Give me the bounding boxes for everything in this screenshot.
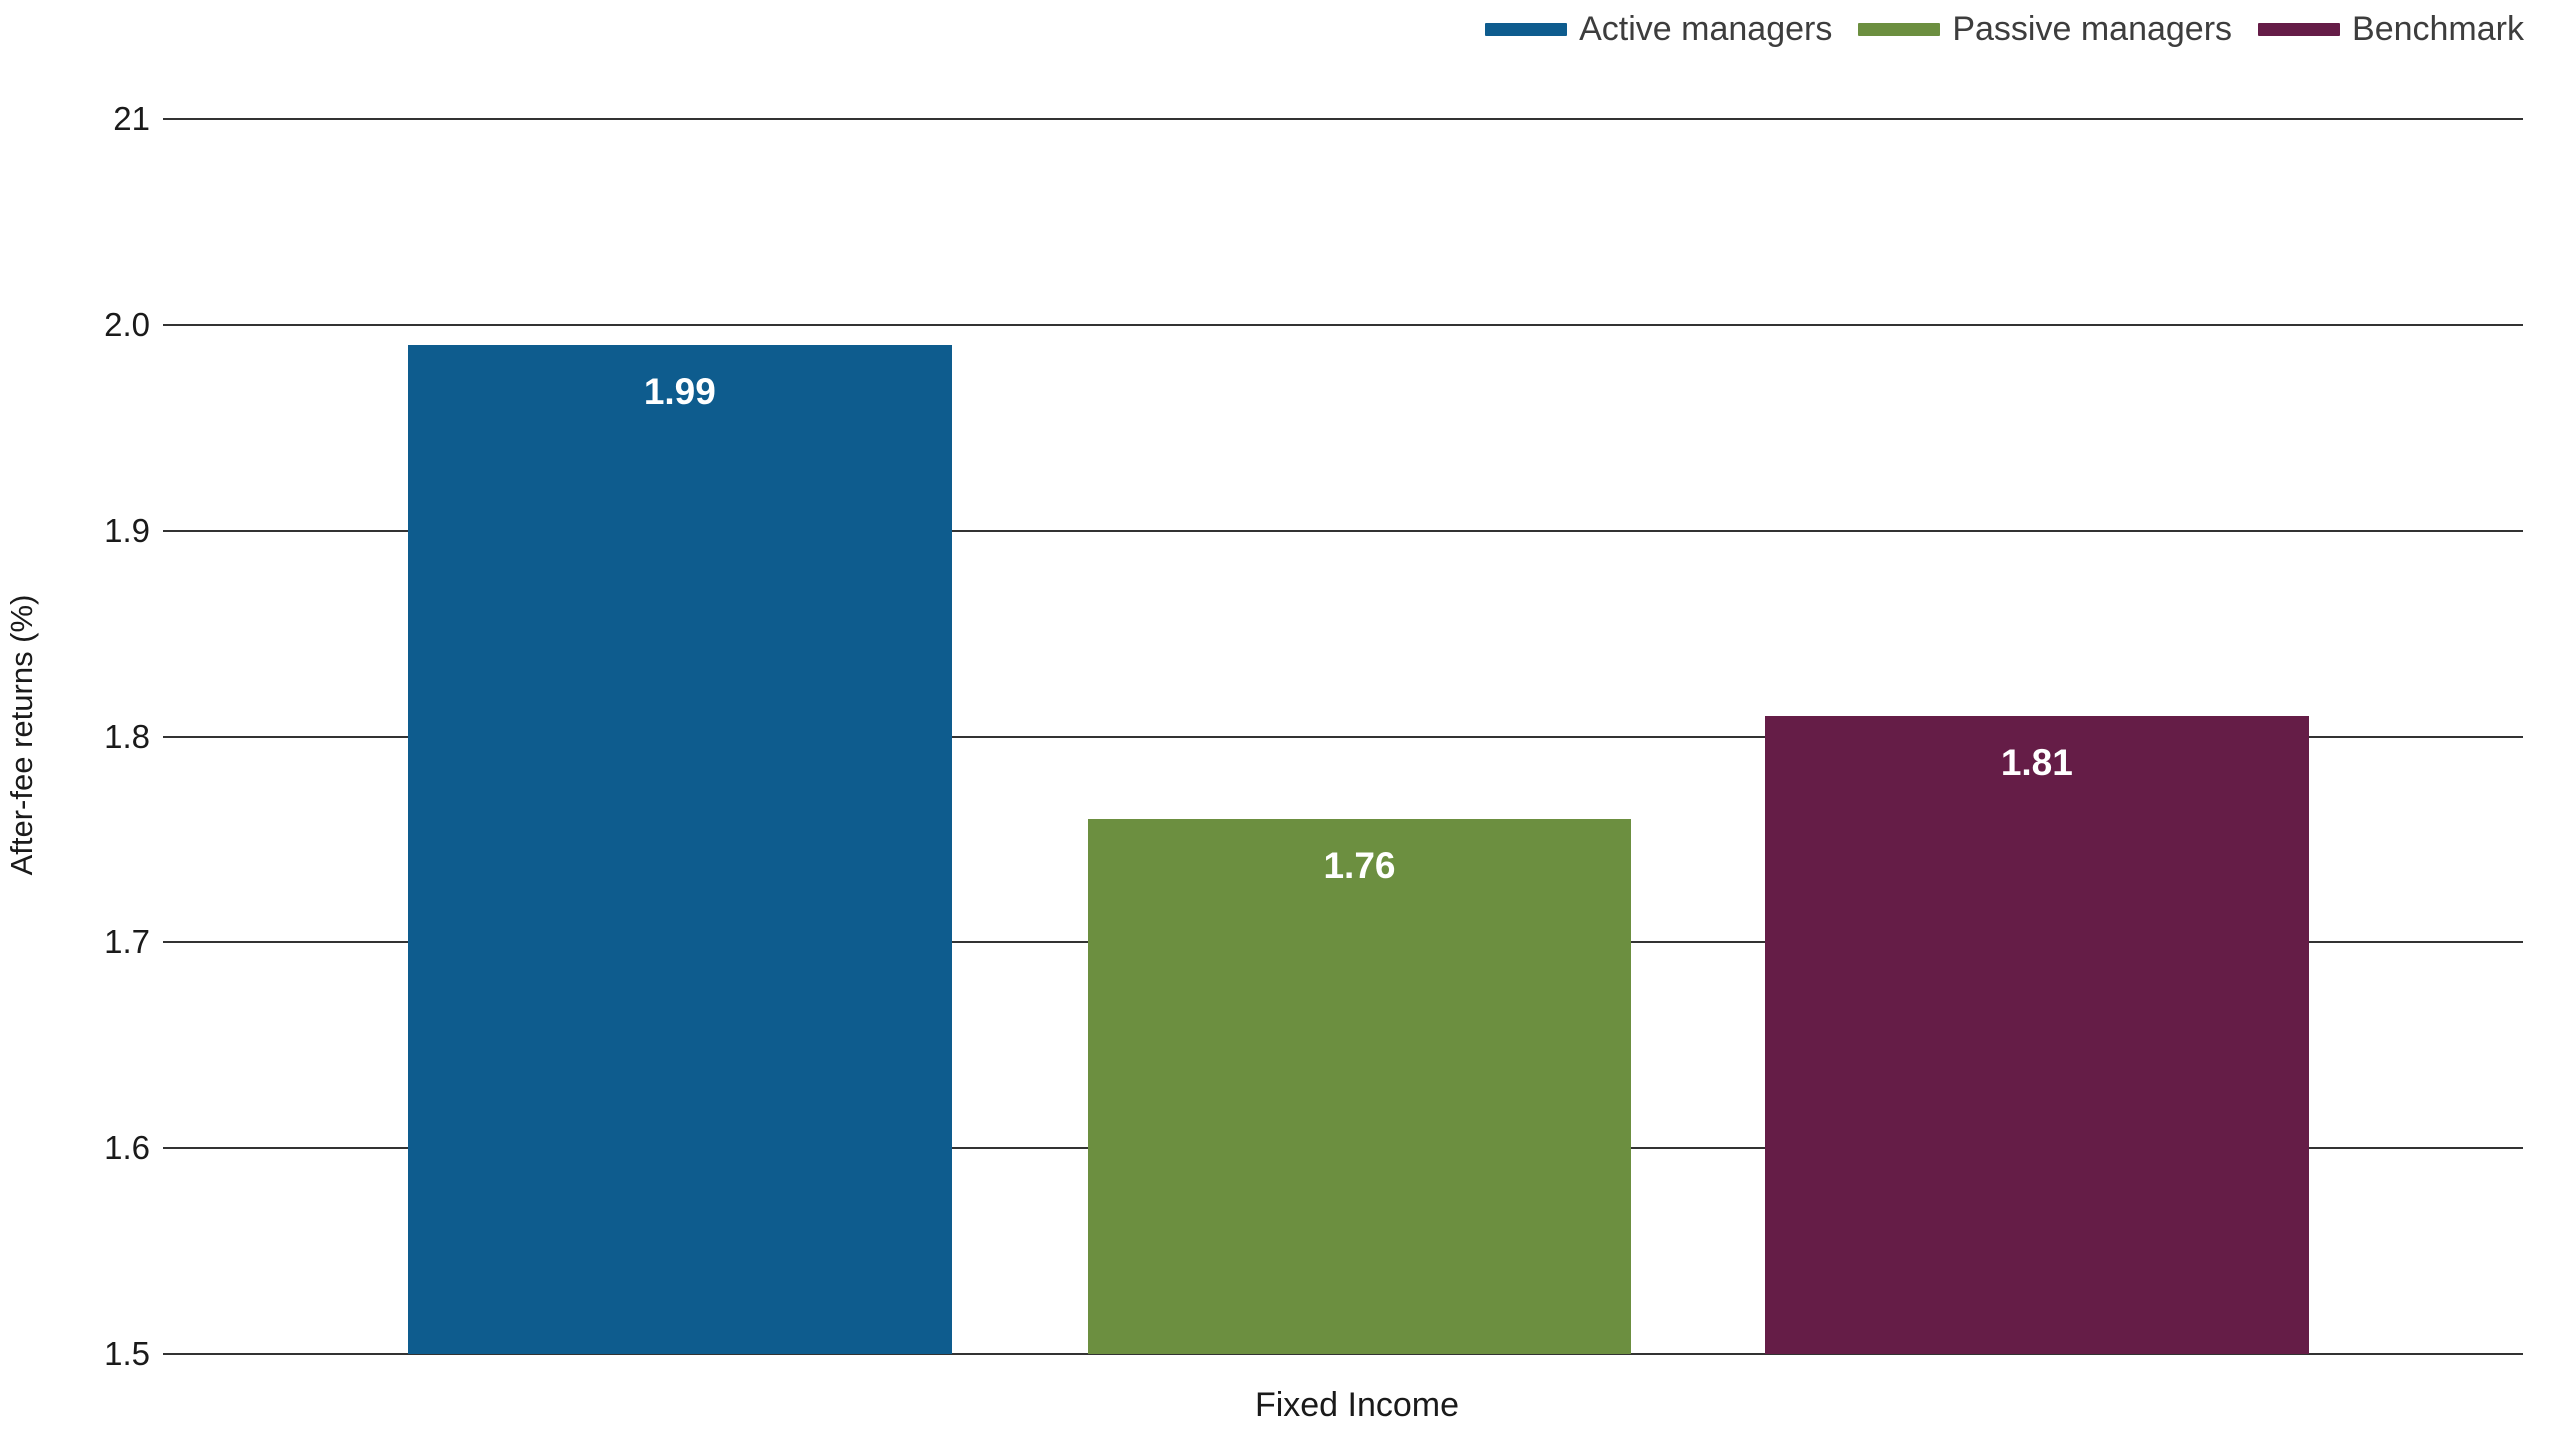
y-axis-ticks: 1.5 1.6 1.7 1.8 1.9 2.0 21 — [40, 100, 150, 1372]
bar-value-label: 1.76 — [1323, 844, 1396, 886]
bar-benchmark: 1.81 — [1764, 715, 2309, 1354]
gridline — [163, 323, 2523, 326]
gridline — [163, 529, 2523, 532]
y-tick-label: 21 — [113, 100, 150, 137]
plot-area: 1.99 1.76 1.81 — [163, 118, 2523, 1355]
y-tick-label: 1.9 — [104, 511, 150, 549]
gridline — [163, 118, 2523, 120]
x-axis-title: Fixed Income — [1254, 1386, 1460, 1424]
y-tick-label: 2.0 — [104, 305, 150, 343]
legend-swatch-benchmark — [2258, 23, 2341, 36]
y-tick-label: 1.7 — [104, 923, 150, 961]
legend-item-passive-managers: Passive managers — [1858, 10, 2232, 49]
y-tick-label: 1.6 — [104, 1129, 150, 1167]
legend-item-active-managers: Active managers — [1485, 10, 1832, 49]
y-axis-title: After-fee returns (%) — [4, 594, 39, 876]
legend: Active managers Passive managers Benchma… — [1485, 10, 2524, 49]
y-tick-label: 1.5 — [104, 1335, 150, 1372]
gridline — [163, 735, 2523, 738]
legend-label: Passive managers — [1952, 10, 2233, 48]
bar-value-label: 1.81 — [2000, 741, 2073, 783]
legend-label: Benchmark — [2352, 10, 2524, 48]
bar-passive-managers: 1.76 — [1087, 818, 1632, 1354]
legend-swatch-active-managers — [1485, 23, 1568, 36]
bar-value-label: 1.99 — [643, 371, 716, 413]
legend-label: Active managers — [1579, 10, 1833, 48]
bar-active-managers: 1.99 — [407, 345, 952, 1354]
legend-item-benchmark: Benchmark — [2258, 10, 2524, 49]
gridline — [163, 1353, 2523, 1355]
legend-swatch-passive-managers — [1858, 23, 1941, 36]
y-tick-label: 1.8 — [104, 717, 150, 755]
